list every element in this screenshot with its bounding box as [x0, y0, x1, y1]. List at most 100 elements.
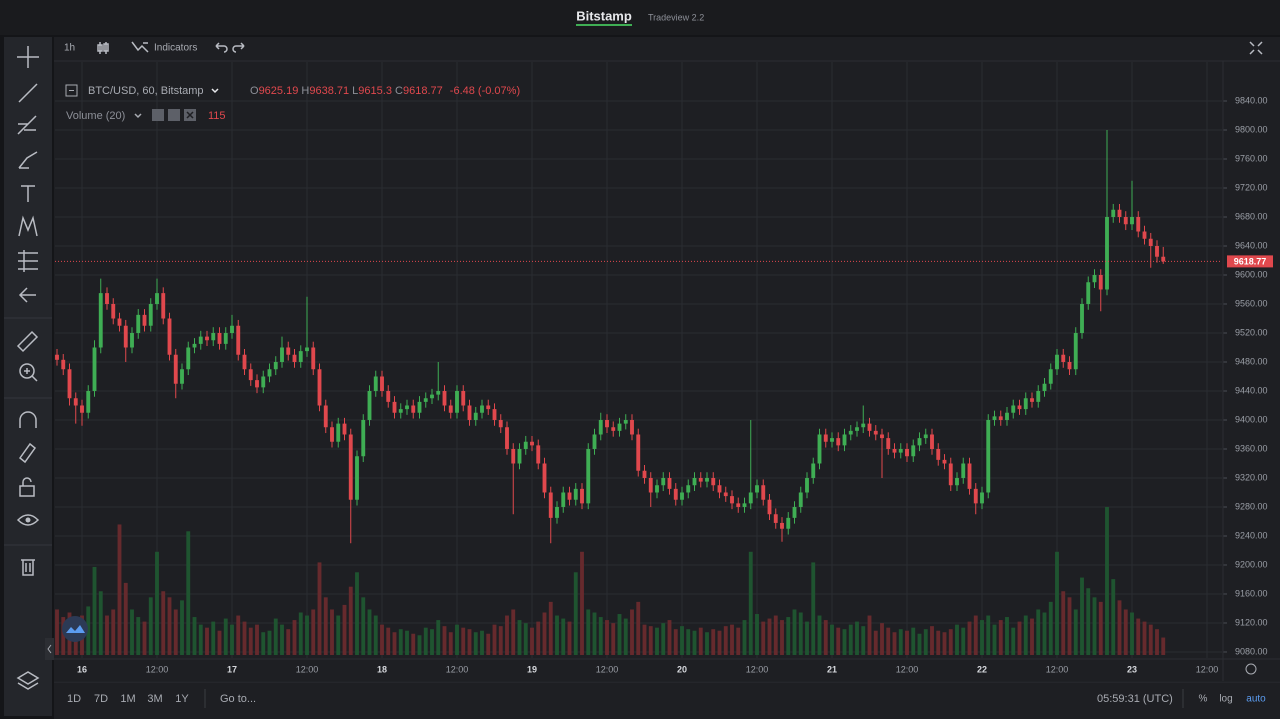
volume-bar [548, 601, 553, 655]
ruler-tool[interactable] [16, 330, 39, 353]
logo-badge[interactable] [62, 616, 88, 642]
interval-button[interactable]: 1h [64, 43, 75, 54]
candle-body [305, 347, 309, 352]
scale-option[interactable]: % [1199, 694, 1208, 705]
candle-body [755, 485, 759, 493]
candle-body [736, 503, 741, 507]
candle-body [842, 434, 847, 446]
volume-bar [398, 629, 403, 655]
volume-bar [136, 617, 141, 655]
candle-body [167, 318, 172, 355]
goto-button[interactable]: Go to... [220, 693, 256, 705]
symbol[interactable]: BTC/USD, 60, Bitstamp [88, 85, 204, 97]
range-button[interactable]: 1M [120, 693, 135, 705]
undo-button[interactable] [215, 42, 228, 53]
volume-bar [1117, 600, 1122, 655]
range-button[interactable]: 1Y [175, 693, 189, 705]
candle-body [511, 448, 516, 464]
y-tick-label: 9320.00 [1235, 472, 1268, 482]
fullscreen-button[interactable] [1249, 41, 1263, 55]
range-button[interactable]: 1D [67, 693, 81, 705]
brush-tool[interactable] [18, 151, 38, 169]
trendline-tool[interactable] [18, 83, 38, 103]
y-tick-label: 9200.00 [1235, 559, 1268, 569]
text-tool[interactable] [21, 185, 35, 202]
candle-body [711, 477, 716, 486]
candle-body [698, 477, 703, 482]
pattern-tool[interactable] [18, 215, 38, 237]
zoom-tool[interactable] [19, 363, 38, 382]
candle-body [1005, 412, 1009, 420]
crosshair-tool[interactable] [17, 46, 39, 68]
last-price-label: 9618.77 [1234, 256, 1267, 266]
back-tool[interactable] [18, 287, 36, 303]
axis-settings[interactable] [1245, 663, 1257, 675]
delete-tool[interactable] [21, 559, 35, 576]
prediction-tool[interactable] [18, 250, 38, 272]
range-button[interactable]: 7D [94, 693, 108, 705]
volume-bar [492, 624, 497, 655]
candle-body [255, 380, 259, 388]
volume-bar [317, 562, 322, 655]
volume-visibility[interactable] [152, 109, 164, 121]
candle-body [830, 438, 834, 442]
range-button[interactable]: 3M [147, 693, 162, 705]
candle-body [880, 434, 884, 439]
candle-body [142, 314, 147, 326]
scale-option[interactable]: log [1219, 694, 1232, 705]
candle-body [673, 488, 678, 500]
candle-body [1048, 369, 1053, 384]
indicators-icon [131, 41, 149, 53]
candle-body [348, 434, 353, 500]
volume-bar [467, 629, 472, 655]
volume-bar [773, 615, 778, 655]
scale-option[interactable]: auto [1246, 694, 1266, 705]
volume-dropdown[interactable] [134, 113, 142, 119]
volume-bar [1136, 618, 1141, 655]
collapse-handle[interactable] [45, 638, 54, 660]
candle-body [536, 445, 541, 464]
symbol-dropdown[interactable] [211, 88, 219, 94]
volume-bar [273, 618, 278, 655]
volume-bar [630, 609, 634, 655]
candle-body [555, 506, 559, 518]
remove-cross [186, 111, 194, 119]
magnet-tool[interactable] [19, 411, 37, 428]
candle-body [73, 398, 78, 406]
collapse-legend[interactable] [65, 84, 78, 97]
fib-tool[interactable] [17, 115, 37, 135]
visibility-tool[interactable] [16, 514, 40, 526]
candle-body [205, 336, 209, 341]
brand[interactable]: Bitstamp [576, 8, 632, 23]
layers-tool[interactable] [16, 671, 40, 690]
lock-tool[interactable] [19, 477, 35, 497]
volume-settings[interactable] [168, 109, 180, 121]
x-tick-label: 12:00 [1046, 664, 1069, 674]
volume-bar [248, 627, 253, 655]
lock-draw-tool[interactable] [18, 442, 37, 464]
volume-bar [180, 600, 184, 655]
volume-bar [1105, 507, 1109, 655]
candle-style-button[interactable] [97, 42, 109, 54]
candle-body [567, 492, 572, 500]
volume-bar [430, 629, 434, 655]
candle-body [1136, 216, 1141, 232]
indicators-button[interactable]: Indicators [154, 43, 197, 54]
volume-bar [223, 618, 228, 655]
candle-body [155, 293, 159, 304]
candle-body [786, 517, 791, 529]
y-tick-label: 9400.00 [1235, 414, 1268, 424]
volume-bar [86, 606, 91, 655]
volume-bar [861, 626, 866, 655]
candle-body [1155, 245, 1159, 257]
volume-bar [123, 582, 128, 655]
redo-button[interactable] [232, 42, 245, 53]
candle-body [967, 463, 972, 489]
y-tick-label: 9160.00 [1235, 588, 1268, 598]
candle-body [1036, 390, 1041, 402]
volume-bar [936, 630, 941, 655]
volume-bar [755, 614, 759, 655]
volume-bar [967, 621, 972, 655]
candle-body [798, 492, 803, 507]
candle-body [1073, 332, 1078, 370]
